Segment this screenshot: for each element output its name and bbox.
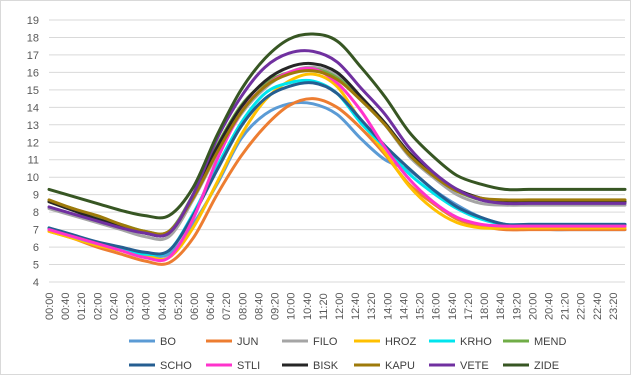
y-tick-label: 6: [33, 242, 39, 254]
y-tick-label: 9: [33, 190, 39, 202]
x-tick-label: 22:40: [592, 292, 604, 320]
x-tick-label: 06:40: [205, 292, 217, 320]
y-tick-label: 19: [27, 15, 39, 27]
series-line-hroz: [47, 72, 627, 261]
x-tick-label: 22:00: [576, 292, 588, 320]
y-tick-label: 18: [27, 32, 39, 44]
legend-label-scho: SCHO: [160, 360, 192, 372]
x-tick-label: 15:20: [415, 292, 427, 320]
y-axis-ticks: 4 5 6 7 8 9 10 11 12 13 14 15 16 17 18 19: [27, 15, 39, 289]
y-tick-label: 4: [33, 277, 39, 289]
legend-label-jun: JUN: [237, 336, 258, 348]
x-tick-label: 08:00: [237, 292, 249, 320]
series-line-kapu: [47, 68, 627, 236]
gridlines: [49, 19, 625, 283]
x-tick-label: 05:20: [173, 292, 185, 320]
x-tick-label: 00:40: [60, 292, 72, 320]
x-tick-label: 10:40: [302, 292, 314, 320]
x-tick-label: 04:40: [157, 292, 169, 320]
x-tick-label: 09:20: [270, 292, 282, 320]
legend-label-hroz: HROZ: [385, 336, 416, 348]
legend-label-krho: KRHO: [460, 336, 492, 348]
x-tick-label: 16:40: [447, 292, 459, 320]
x-tick-label: 08:40: [253, 292, 265, 320]
x-tick-label: 14:40: [398, 292, 410, 320]
y-tick-label: 10: [27, 172, 39, 184]
x-tick-label: 16:00: [431, 292, 443, 320]
legend-label-filo: FILO: [313, 336, 338, 348]
legend-label-vete: VETE: [460, 360, 489, 372]
series-line-stli: [47, 66, 627, 263]
series-line-jun: [47, 97, 627, 266]
legend-label-kapu: KAPU: [385, 360, 415, 372]
y-tick-label: 12: [27, 137, 39, 149]
x-tick-label: 01:20: [76, 292, 88, 320]
x-tick-label: 21:20: [560, 292, 572, 320]
x-tick-label: 23:20: [608, 292, 620, 320]
x-tick-label: 12:00: [334, 292, 346, 320]
x-tick-label: 07:20: [221, 292, 233, 320]
x-tick-label: 06:00: [189, 292, 201, 320]
x-tick-label: 02:00: [92, 292, 104, 320]
legend: BO JUN FILO HROZ KRHO MEND SCHO STLI BISK KAPU VET…: [129, 336, 566, 372]
x-tick-label: 10:00: [286, 292, 298, 320]
x-tick-label: 17:20: [463, 292, 475, 320]
x-tick-label: 11:20: [318, 293, 330, 320]
x-axis-ticks: 00:00 00:40 01:20 02:00 02:40 03:20 04:00 04:40…: [44, 292, 620, 320]
x-tick-label: 13:20: [366, 292, 378, 320]
legend-label-bo: BO: [160, 336, 176, 348]
x-tick-label: 14:00: [382, 292, 394, 320]
x-tick-label: 12:40: [350, 292, 362, 320]
series-line-scho: [47, 81, 627, 256]
x-tick-label: 18:40: [495, 292, 507, 320]
series-lines: [47, 32, 627, 266]
legend-label-bisk: BISK: [313, 360, 339, 372]
x-tick-label: 19:20: [511, 292, 523, 320]
series-line-vete: [47, 49, 627, 238]
x-tick-label: 20:40: [543, 292, 555, 320]
y-tick-label: 8: [33, 207, 39, 219]
y-tick-label: 13: [27, 120, 39, 132]
legend-label-mend: MEND: [534, 336, 566, 348]
series-line-zide: [47, 32, 627, 220]
x-tick-label: 02:40: [108, 292, 120, 320]
x-tick-label: 00:00: [44, 292, 56, 320]
y-tick-label: 17: [27, 50, 39, 62]
y-tick-label: 11: [28, 155, 39, 167]
x-tick-label: 18:00: [479, 292, 491, 320]
x-tick-label: 03:20: [125, 292, 137, 320]
y-tick-label: 15: [27, 85, 39, 97]
legend-label-stli: STLI: [237, 360, 260, 372]
y-tick-label: 14: [27, 102, 39, 114]
y-tick-label: 16: [27, 67, 39, 79]
y-tick-label: 5: [33, 260, 39, 272]
y-tick-label: 7: [33, 225, 39, 237]
x-tick-label: 04:00: [141, 292, 153, 320]
x-tick-label: 20:00: [527, 292, 539, 320]
series-line-bisk: [47, 61, 627, 238]
legend-label-zide: ZIDE: [534, 360, 559, 372]
